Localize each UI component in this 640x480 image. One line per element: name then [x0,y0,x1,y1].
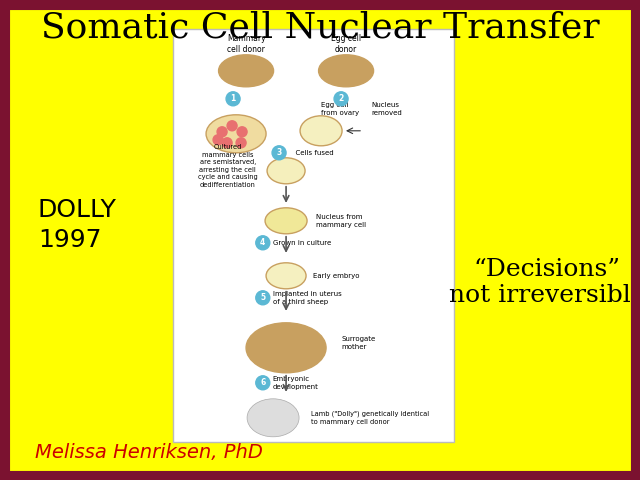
Ellipse shape [219,55,273,87]
Circle shape [222,138,232,148]
Ellipse shape [319,55,374,87]
Ellipse shape [206,115,266,153]
Text: Embryonic
development: Embryonic development [273,376,319,390]
Text: Melissa Henriksen, PhD: Melissa Henriksen, PhD [35,443,263,461]
Circle shape [256,236,270,250]
Circle shape [256,376,270,390]
Text: Nucleus from
mammary cell: Nucleus from mammary cell [316,214,366,228]
Ellipse shape [246,323,326,373]
Text: not irreversible: not irreversible [449,284,640,307]
Ellipse shape [266,263,306,289]
Text: Egg cell
donor: Egg cell donor [331,34,361,54]
Circle shape [272,146,286,160]
Ellipse shape [300,116,342,146]
Circle shape [236,138,246,148]
Text: 1: 1 [230,94,236,103]
Text: 3: 3 [276,148,282,157]
Circle shape [256,291,270,305]
Text: 5: 5 [260,293,266,302]
Bar [173,29,454,442]
Text: Somatic Cell Nuclear Transfer: Somatic Cell Nuclear Transfer [41,11,599,45]
Circle shape [334,92,348,106]
Text: Cultured
mammary cells
are semistarved,
arresting the cell
cycle and causing
ded: Cultured mammary cells are semistarved, … [198,144,258,188]
Text: Mammary
cell donor: Mammary cell donor [227,34,266,54]
Text: “Decisions”: “Decisions” [474,259,621,281]
Circle shape [237,127,247,137]
Text: 2: 2 [339,94,344,103]
Text: Implanted in uterus
of a third sheep: Implanted in uterus of a third sheep [273,291,342,304]
Text: Cells fused: Cells fused [291,150,333,156]
Ellipse shape [247,399,299,437]
Text: Egg cell
from ovary: Egg cell from ovary [321,102,359,116]
Text: 1997: 1997 [38,228,102,252]
Circle shape [227,121,237,131]
Ellipse shape [267,158,305,184]
Circle shape [226,92,240,106]
Text: 6: 6 [260,378,266,387]
Circle shape [217,127,227,137]
Circle shape [213,135,223,145]
Text: Grown in culture: Grown in culture [273,240,331,246]
Text: Early embryo: Early embryo [313,273,360,279]
Text: DOLLY: DOLLY [38,198,117,222]
Text: 4: 4 [260,238,266,247]
Text: Surrogate
mother: Surrogate mother [341,336,375,349]
Text: Lamb ("Dolly") genetically identical
to mammary cell donor: Lamb ("Dolly") genetically identical to … [311,411,429,425]
Text: Nucleus
removed: Nucleus removed [371,102,402,116]
Ellipse shape [265,208,307,234]
